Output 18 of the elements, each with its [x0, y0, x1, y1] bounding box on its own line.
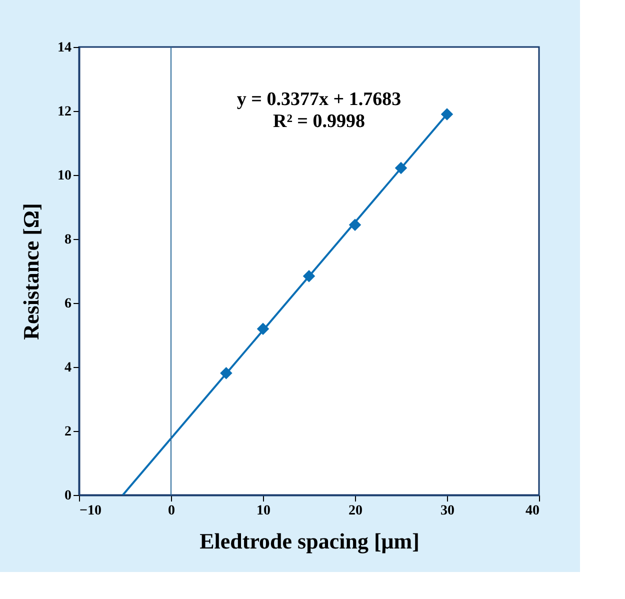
- y-tick-label: 0: [64, 488, 72, 504]
- y-tick-label: 2: [64, 424, 72, 440]
- y-tick-label: 10: [58, 168, 72, 184]
- annotation: R² = 0.9998: [273, 111, 365, 132]
- x-tick-label: 30: [440, 504, 454, 518]
- y-tick-label: 6: [64, 296, 72, 312]
- x-tick-label: 20: [348, 504, 362, 518]
- x-tick-label: 10: [256, 504, 270, 518]
- y-tick-label: 8: [64, 232, 72, 248]
- y-tick-label: 14: [58, 40, 72, 56]
- x-tick-label: −10: [80, 504, 102, 518]
- y-tick-label: 4: [64, 360, 72, 376]
- annotation: y = 0.3377x + 1.7683: [236, 89, 402, 110]
- y-tick-label: 12: [58, 104, 72, 120]
- x-tick-label: 40: [526, 504, 540, 518]
- y-axis-title: Resistance [Ω]: [18, 203, 44, 340]
- x-axis-title: Eledtrode spacing [μm]: [200, 528, 420, 554]
- x-tick-label: 0: [168, 504, 175, 518]
